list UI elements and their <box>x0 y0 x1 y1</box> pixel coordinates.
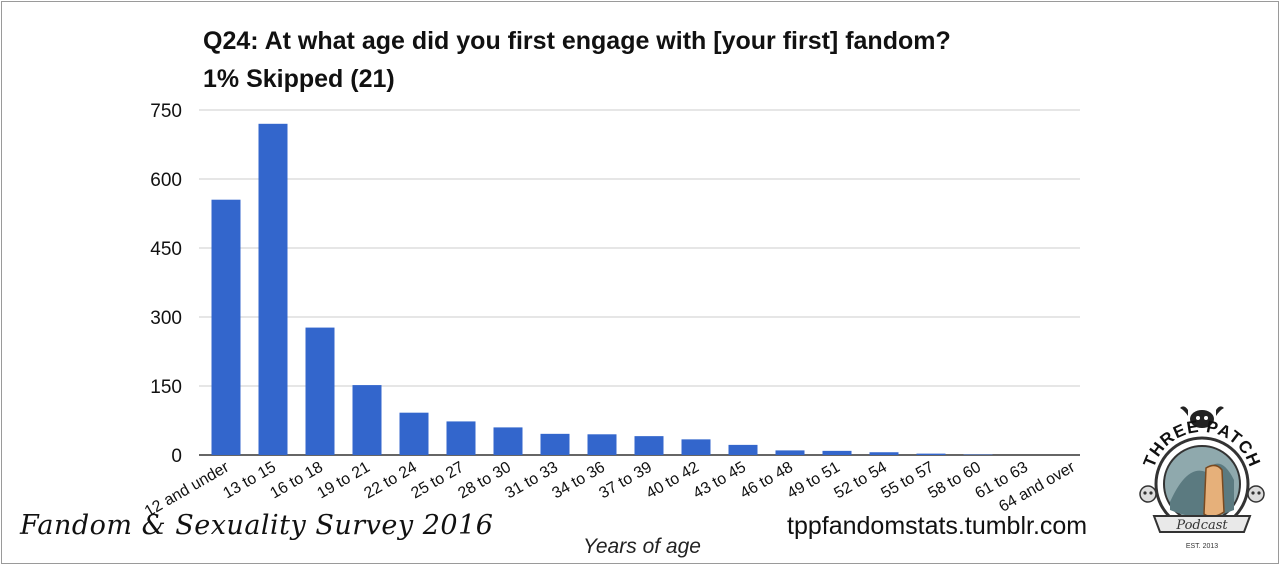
x-tick-label: 25 to 27 <box>408 459 467 503</box>
bar <box>587 434 617 455</box>
x-tick-label: 55 to 57 <box>878 459 937 503</box>
bar <box>399 412 429 455</box>
bar <box>775 450 805 455</box>
bar <box>681 439 711 455</box>
x-tick-label: 13 to 15 <box>220 459 279 503</box>
bar <box>869 452 899 455</box>
x-tick-label: 28 to 30 <box>455 459 514 503</box>
y-tick-label: 300 <box>150 308 182 329</box>
skull-right-icon <box>1247 485 1265 503</box>
x-tick-label: 16 to 18 <box>267 459 326 503</box>
x-axis-label: Years of age <box>583 535 701 558</box>
x-tick-label: 19 to 21 <box>314 459 373 503</box>
logo-est-text: EST. 2013 <box>1186 543 1218 550</box>
bar <box>352 385 382 455</box>
x-tick-label: 34 to 36 <box>549 459 608 503</box>
y-tick-label: 150 <box>150 377 182 398</box>
x-tick-label: 49 to 51 <box>784 459 843 503</box>
bar <box>822 450 852 455</box>
y-tick-label: 600 <box>150 170 182 191</box>
x-tick-label: 40 to 42 <box>643 459 702 503</box>
x-tick-label: 43 to 45 <box>690 459 749 503</box>
x-tick-label: 31 to 33 <box>502 459 561 503</box>
x-tick-label: 58 to 60 <box>925 459 984 503</box>
chart-title-line1: Q24: At what age did you first engage wi… <box>203 27 951 55</box>
bar <box>728 444 758 455</box>
y-tick-label: 750 <box>150 101 182 122</box>
y-tick-label: 0 <box>171 446 182 467</box>
bar <box>540 433 570 455</box>
three-patch-podcast-logo: THREE PATCH Podcast EST. 2013 <box>1139 406 1265 550</box>
logo-ribbon-text: Podcast <box>1175 518 1228 533</box>
skull-left-icon <box>1139 485 1157 503</box>
x-tick-label: 46 to 48 <box>737 459 796 503</box>
bar <box>446 421 476 455</box>
x-tick-label: 52 to 54 <box>831 459 890 503</box>
bar <box>634 436 664 455</box>
bar <box>211 199 241 455</box>
bar <box>258 123 288 456</box>
bull-skull-icon <box>1180 406 1224 428</box>
survey-name: Fandom & Sexuality Survey 2016 <box>20 510 494 541</box>
bar <box>305 327 335 455</box>
x-tick-label: 37 to 39 <box>596 459 655 503</box>
chart-title-line2: 1% Skipped (21) <box>203 65 395 93</box>
bar <box>916 453 946 455</box>
y-tick-label: 450 <box>150 239 182 260</box>
x-tick-label: 22 to 24 <box>361 459 420 503</box>
chart-title: Q24: At what age did you first engage wi… <box>203 22 951 98</box>
bar <box>493 427 523 455</box>
tumblr-url[interactable]: tppfandomstats.tumblr.com <box>787 512 1088 540</box>
